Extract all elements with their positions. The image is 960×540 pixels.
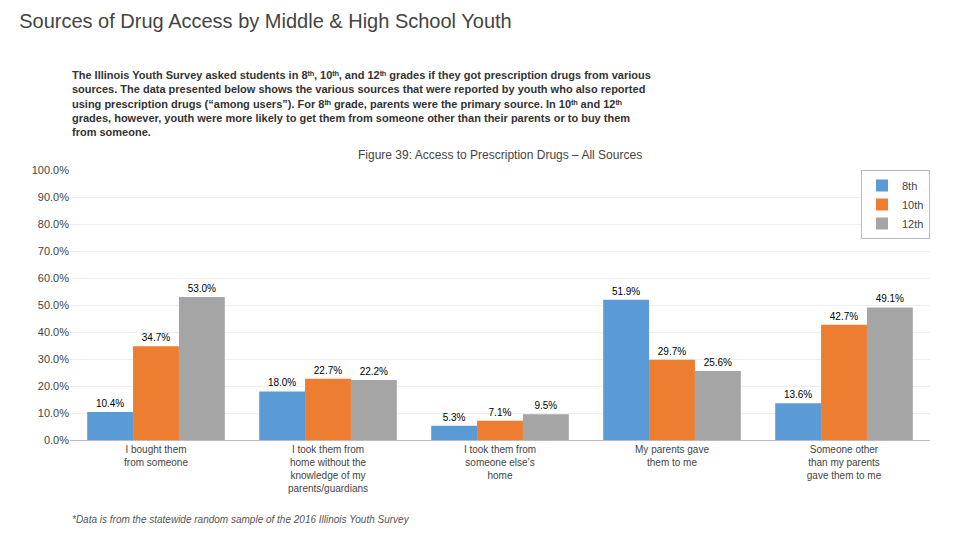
svg-text:22.7%: 22.7% [314,365,342,376]
svg-text:My parents gavethem to me: My parents gavethem to me [635,444,709,468]
svg-text:12th: 12th [902,218,923,230]
svg-text:7.1%: 7.1% [489,407,512,418]
svg-text:80.0%: 80.0% [38,218,69,230]
svg-text:100.0%: 100.0% [32,164,70,176]
svg-text:70.0%: 70.0% [38,245,69,257]
svg-text:53.0%: 53.0% [188,283,216,294]
svg-text:I took them fromhome without t: I took them fromhome without theknowledg… [288,444,368,494]
svg-text:90.0%: 90.0% [38,191,69,203]
svg-text:8th: 8th [902,180,917,192]
svg-text:I bought themfrom someone: I bought themfrom someone [124,444,188,468]
svg-text:50.0%: 50.0% [38,299,69,311]
svg-text:60.0%: 60.0% [38,272,69,284]
svg-text:22.2%: 22.2% [360,366,388,377]
svg-text:51.9%: 51.9% [612,286,640,297]
svg-text:Sources of Drug Access by Midd: Sources of Drug Access by Middle & High … [19,10,512,32]
svg-text:20.0%: 20.0% [38,380,69,392]
svg-text:30.0%: 30.0% [38,353,69,365]
svg-text:Figure 39: Access to Prescript: Figure 39: Access to Prescription Drugs … [358,148,642,162]
svg-text:49.1%: 49.1% [876,293,904,304]
svg-text:5.3%: 5.3% [443,412,466,423]
svg-text:18.0%: 18.0% [268,377,296,388]
svg-text:Someone otherthan my parentsga: Someone otherthan my parentsgave them to… [807,444,882,481]
svg-text:I took them fromsomeone else’s: I took them fromsomeone else’shome [464,444,536,481]
svg-text:The Illinois Youth Survey aske: The Illinois Youth Survey asked students… [72,69,651,138]
svg-text:9.5%: 9.5% [534,400,557,411]
svg-text:29.7%: 29.7% [658,346,686,357]
svg-text:*Data is from the statewide ra: *Data is from the statewide random sampl… [72,514,410,525]
svg-text:25.6%: 25.6% [704,357,732,368]
svg-text:13.6%: 13.6% [784,389,812,400]
svg-text:34.7%: 34.7% [142,332,170,343]
svg-text:40.0%: 40.0% [38,326,69,338]
svg-text:10.4%: 10.4% [96,398,124,409]
svg-text:10.0%: 10.0% [38,407,69,419]
svg-text:10th: 10th [902,199,923,211]
svg-text:42.7%: 42.7% [830,311,858,322]
svg-text:0.0%: 0.0% [44,434,69,446]
